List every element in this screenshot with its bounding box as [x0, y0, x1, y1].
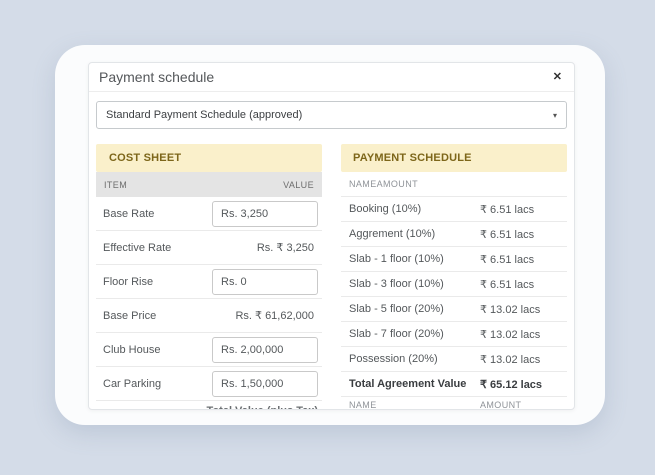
payment-schedule-rows: Booking (10%) ₹ 6.51 lacs Aggrement (10%… — [341, 197, 567, 397]
column-header-value: VALUE — [283, 179, 314, 190]
cost-value-input[interactable] — [212, 336, 318, 363]
table-row: Slab - 7 floor (20%) ₹ 13.02 lacs — [341, 322, 567, 347]
chevron-down-icon: ▾ — [552, 110, 557, 120]
payment-name: Possession (20%) — [349, 353, 438, 365]
table-row: Base Price Rs. ₹ 61,62,000 — [96, 299, 322, 333]
table-row: Slab - 3 floor (10%) ₹ 6.51 lacs — [341, 272, 567, 297]
payment-schedule-panel: PAYMENT SCHEDULE NAME AMOUNT Booking (10… — [341, 144, 567, 410]
table-row: Slab - 1 floor (10%) ₹ 6.51 lacs — [341, 247, 567, 272]
table-row: Base Rate Rs. 3,250 — [96, 197, 322, 231]
table-row: Car Parking Rs. 1,50,000 — [96, 367, 322, 401]
next-table-column-headers-partial: NAME AMOUNT — [341, 397, 567, 410]
select-value: Standard Payment Schedule (approved) — [106, 109, 303, 121]
cost-sheet-panel: COST SHEET ITEM VALUE Base Rate Rs. 3,25… — [96, 144, 322, 409]
payment-schedule-column-headers: NAME AMOUNT — [341, 172, 567, 197]
payment-name: Slab - 3 floor (10%) — [349, 278, 444, 290]
cost-item-label: Base Price — [103, 309, 157, 322]
column-header-name: NAME — [349, 400, 377, 410]
payment-schedule-title: PAYMENT SCHEDULE — [341, 144, 567, 172]
payment-schedule-modal: Payment schedule ✕ Standard Payment Sche… — [88, 62, 575, 410]
payment-name: Slab - 1 floor (10%) — [349, 253, 444, 265]
cost-item-label: Car Parking — [103, 377, 162, 390]
cost-sheet-partial-row: Total Value (plus Tax) — [96, 401, 322, 409]
payment-amount: ₹ 6.51 lacs — [480, 253, 535, 266]
table-row: Slab - 5 floor (20%) ₹ 13.02 lacs — [341, 297, 567, 322]
payment-name: Slab - 5 floor (20%) — [349, 303, 444, 315]
cost-value-input[interactable] — [212, 370, 318, 397]
payment-amount: ₹ 13.02 lacs — [480, 303, 541, 316]
table-row: Effective Rate Rs. ₹ 3,250 — [96, 231, 322, 265]
modal-title: Payment schedule — [99, 69, 215, 85]
table-row: Club House Rs. 2,00,000 — [96, 333, 322, 367]
cost-item-label: Effective Rate — [103, 241, 172, 254]
table-row: Floor Rise Rs. 0 — [96, 265, 322, 299]
cost-value-input[interactable] — [212, 200, 318, 227]
cost-item-label: Club House — [103, 343, 161, 356]
table-row: Total Agreement Value ₹ 65.12 lacs — [341, 372, 567, 397]
payment-name: Slab - 7 floor (20%) — [349, 328, 444, 340]
cost-item-label: Floor Rise — [103, 275, 154, 288]
cost-sheet-column-headers: ITEM VALUE — [96, 172, 322, 197]
page-card: Payment schedule ✕ Standard Payment Sche… — [55, 45, 605, 425]
payment-amount: ₹ 13.02 lacs — [480, 328, 541, 341]
payment-name: Booking (10%) — [349, 203, 422, 215]
payment-amount: ₹ 6.51 lacs — [480, 203, 535, 216]
modal-header: Payment schedule ✕ — [89, 63, 574, 92]
payment-name: Aggrement (10%) — [349, 228, 436, 240]
payment-amount: ₹ 13.02 lacs — [480, 353, 541, 366]
cost-sheet-title: COST SHEET — [96, 144, 322, 172]
column-header-amount: AMOUNT — [480, 400, 522, 410]
cost-sheet-rows: Base Rate Rs. 3,250 Effective Rate Rs. ₹… — [96, 197, 322, 401]
cost-value-text: Rs. ₹ 61,62,000 — [235, 310, 314, 322]
payment-name: Total Agreement Value — [349, 378, 467, 390]
cost-value-input[interactable] — [212, 268, 318, 295]
close-icon[interactable]: ✕ — [552, 70, 562, 83]
column-header-amount: AMOUNT — [376, 179, 419, 189]
cost-item-label: Base Rate — [103, 207, 155, 220]
table-row: Possession (20%) ₹ 13.02 lacs — [341, 347, 567, 372]
payment-amount: ₹ 6.51 lacs — [480, 228, 535, 241]
payment-amount: ₹ 65.12 lacs — [480, 378, 543, 391]
payment-schedule-select[interactable]: Standard Payment Schedule (approved) ▾ — [96, 101, 567, 129]
cost-value-text: Rs. ₹ 3,250 — [256, 242, 314, 254]
table-row: Aggrement (10%) ₹ 6.51 lacs — [341, 222, 567, 247]
column-header-name: NAME — [349, 179, 377, 189]
table-row: Booking (10%) ₹ 6.51 lacs — [341, 197, 567, 222]
column-header-item: ITEM — [104, 179, 128, 190]
modal-body: Standard Payment Schedule (approved) ▾ C… — [89, 92, 574, 410]
payment-amount: ₹ 6.51 lacs — [480, 278, 535, 291]
